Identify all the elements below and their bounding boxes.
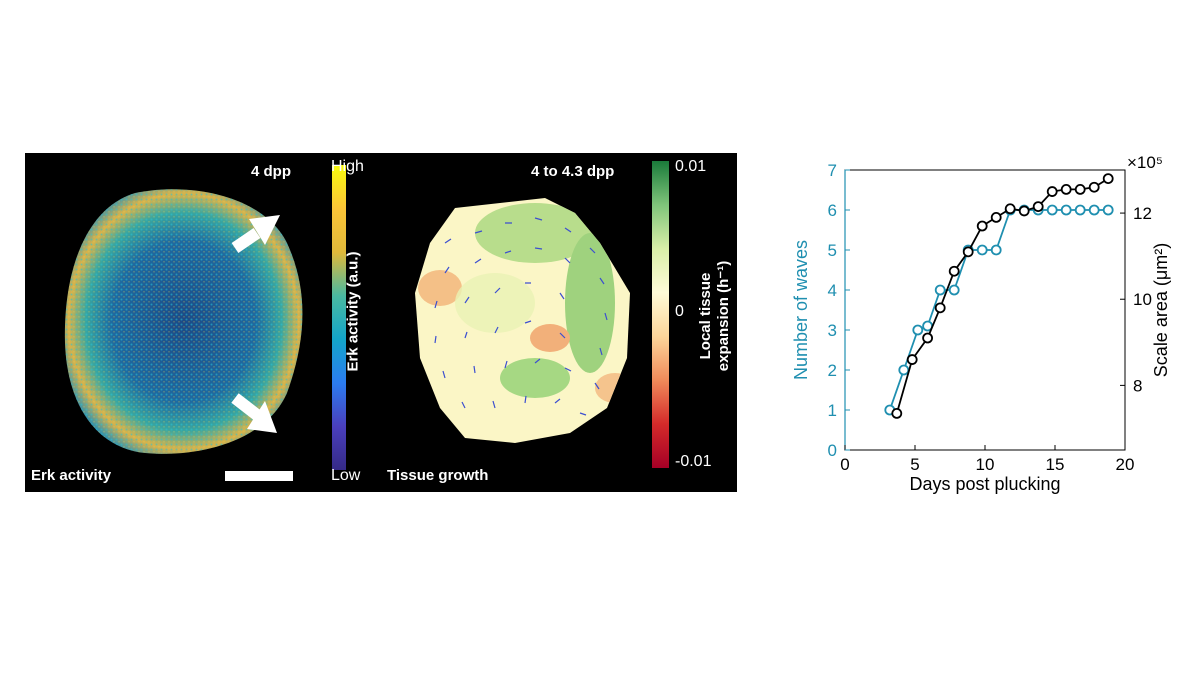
series-0-point	[948, 284, 960, 296]
series-0-point	[1060, 204, 1072, 216]
left-axis-label: Number of waves	[791, 240, 811, 380]
series-1-point	[891, 407, 903, 419]
right-axis-multiplier: ×10⁵	[1127, 153, 1163, 172]
left-tick-label: 7	[828, 161, 837, 180]
x-tick-label: 20	[1116, 455, 1135, 474]
series-0-line	[888, 209, 1109, 411]
tissue-colorbar-mid: 0	[675, 303, 684, 320]
right-axis-label: Scale area (μm²)	[1151, 243, 1171, 377]
left-tick-label: 3	[828, 321, 837, 340]
left-tick-label: 1	[828, 401, 837, 420]
series-0-point	[1088, 204, 1100, 216]
series-0-point	[1046, 204, 1058, 216]
series-1-point	[1004, 203, 1016, 215]
arrow-lower-icon	[231, 393, 277, 433]
erk-activity-image	[64, 189, 303, 481]
series-1-line	[895, 177, 1109, 414]
tissue-colorbar-title-line2: expansion (h⁻¹)	[715, 260, 732, 372]
scale-bar	[225, 471, 293, 481]
x-tick-label: 15	[1046, 455, 1065, 474]
tissue-expansion-colorbar	[652, 161, 669, 468]
series-0-point	[1102, 204, 1114, 216]
series-1-point	[1102, 173, 1114, 185]
series-1-point	[976, 220, 988, 232]
series-0-point	[990, 244, 1002, 256]
tissue-colorbar-title-line1: Local tissue	[697, 272, 714, 360]
tissue-colorbar-bottom: -0.01	[675, 453, 712, 470]
series-1-point	[962, 246, 974, 258]
erk-colorbar-high: High	[331, 158, 364, 175]
series-0-point	[976, 244, 988, 256]
right-tick-label: 10	[1133, 290, 1152, 309]
series-1-point	[1088, 181, 1100, 193]
tissue-colorbar-title: Local tissue expansion (h⁻¹)	[697, 226, 733, 406]
x-tick-label: 5	[910, 455, 919, 474]
series-0-point	[934, 284, 946, 296]
series-1-point	[1060, 183, 1072, 195]
tissue-colorbar-top: 0.01	[675, 158, 707, 175]
microscopy-panel: 4 dpp Erk activity High Low Erk activity…	[25, 153, 737, 492]
series-1-point	[1032, 201, 1044, 213]
middle-timepoint: 4 to 4.3 dpp	[531, 163, 615, 180]
series-1-point	[948, 265, 960, 277]
left-tick-label: 5	[828, 241, 837, 260]
x-tick-label: 0	[840, 455, 849, 474]
erk-colorbar-title: Erk activity (a.u.)	[344, 251, 362, 372]
x-tick-label: 10	[976, 455, 995, 474]
tissue-growth-map	[415, 198, 630, 443]
right-tick-label: 12	[1133, 204, 1152, 223]
series-0-point	[1074, 204, 1086, 216]
series-1-point	[922, 332, 934, 344]
left-timepoint: 4 dpp	[251, 163, 291, 180]
series-1-point	[1018, 205, 1030, 217]
erk-colorbar	[332, 165, 346, 470]
left-tick-label: 6	[828, 201, 837, 220]
left-corner-label: Erk activity	[31, 467, 112, 484]
series-1-point	[906, 354, 918, 365]
series-0-point	[898, 364, 910, 376]
left-tick-label: 2	[828, 361, 837, 380]
erk-colorbar-low: Low	[331, 467, 361, 484]
x-axis-label: Days post plucking	[909, 474, 1060, 494]
left-tick-label: 4	[828, 281, 837, 300]
middle-corner-label: Tissue growth	[387, 467, 489, 484]
series-1-point	[990, 211, 1002, 223]
left-tick-label: 0	[828, 441, 837, 460]
series-0-point	[912, 324, 924, 336]
series-1-point	[1046, 186, 1058, 197]
series-1-point	[934, 302, 946, 314]
right-tick-label: 8	[1133, 376, 1142, 395]
series-1-point	[1074, 183, 1086, 195]
arrow-upper-icon	[231, 215, 280, 253]
